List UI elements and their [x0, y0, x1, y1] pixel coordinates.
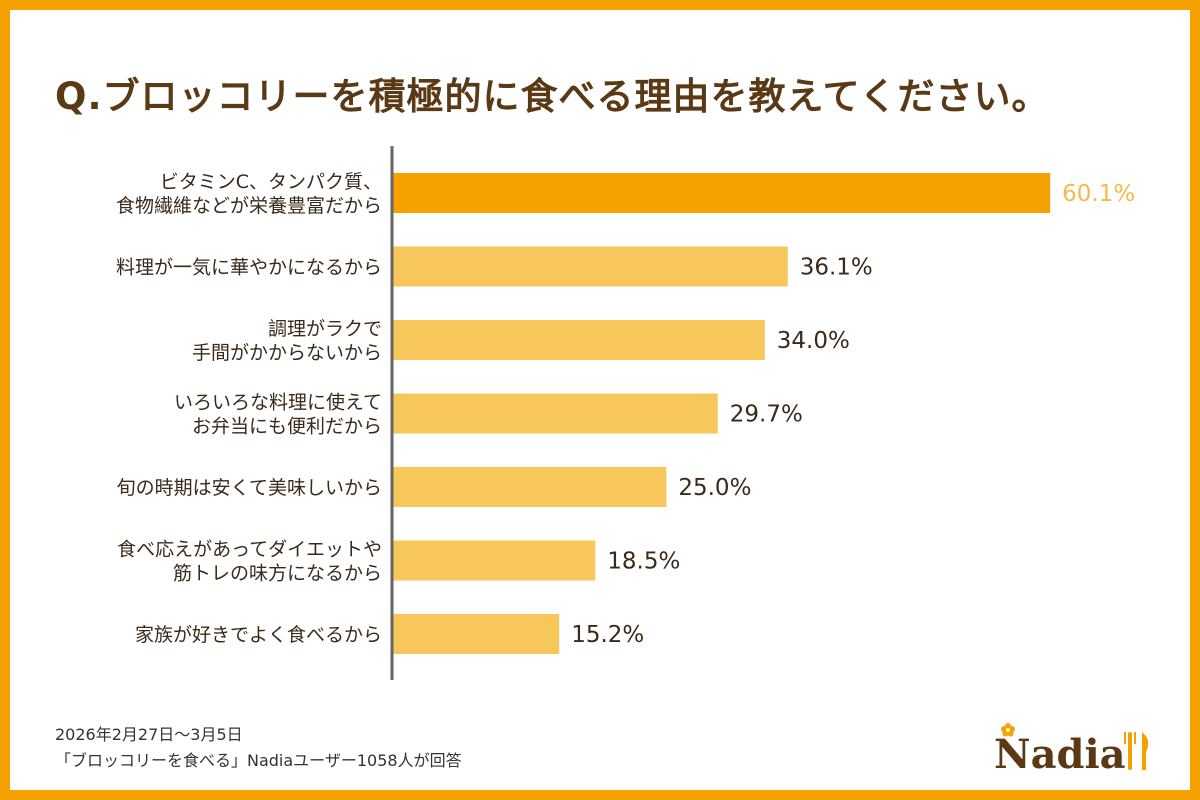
value-label: 25.0% [678, 475, 751, 501]
category-label: いろいろな料理に使えて [174, 392, 382, 414]
category-label: 料理が一気に華やかになるから [116, 257, 382, 279]
category-label: ビタミンC、タンパク質、 [160, 171, 382, 193]
bar-7 [393, 614, 560, 654]
logo-text: Nadia [994, 731, 1126, 778]
fork-knife-icon [1124, 732, 1149, 770]
chart-title: Q.ブロッコリーを積極的に食べる理由を教えてください。 [55, 75, 1050, 118]
bar-6 [393, 540, 596, 581]
bar-2 [393, 246, 788, 287]
category-label: お弁当にも便利だから [192, 416, 382, 438]
survey-source: 「ブロッコリーを食べる」Nadiaユーザー1058人が回答 [55, 751, 462, 770]
bar-3 [393, 320, 765, 360]
category-label: 手間がかからないから [192, 342, 382, 364]
bar-5 [393, 467, 667, 507]
footer-note: 2026年2月27日～3月5日 「ブロッコリーを食べる」Nadiaユーザー105… [55, 722, 462, 774]
value-label: 29.7% [730, 402, 803, 428]
value-label: 18.5% [607, 549, 680, 575]
category-label: 旬の時期は安くて美味しいから [117, 477, 382, 499]
value-label: 15.2% [571, 622, 644, 648]
value-label: 60.1% [1062, 181, 1135, 207]
survey-date: 2026年2月27日～3月5日 [55, 725, 243, 744]
category-label: 筋トレの味方になるから [173, 563, 382, 585]
value-label: 36.1% [800, 255, 873, 281]
category-label: 調理がラクで [268, 318, 382, 340]
value-label: 34.0% [777, 328, 850, 354]
category-label: 食物繊維などが栄養豊富だから [116, 195, 382, 217]
bar-4 [393, 393, 718, 434]
category-label: 家族が好きでよく食べるから [135, 624, 382, 646]
bar-1 [393, 173, 1051, 213]
category-label: 食べ応えがあってダイエットや [117, 539, 382, 561]
nadia-logo: Nadia [994, 723, 1149, 778]
flower-icon [1001, 723, 1015, 737]
